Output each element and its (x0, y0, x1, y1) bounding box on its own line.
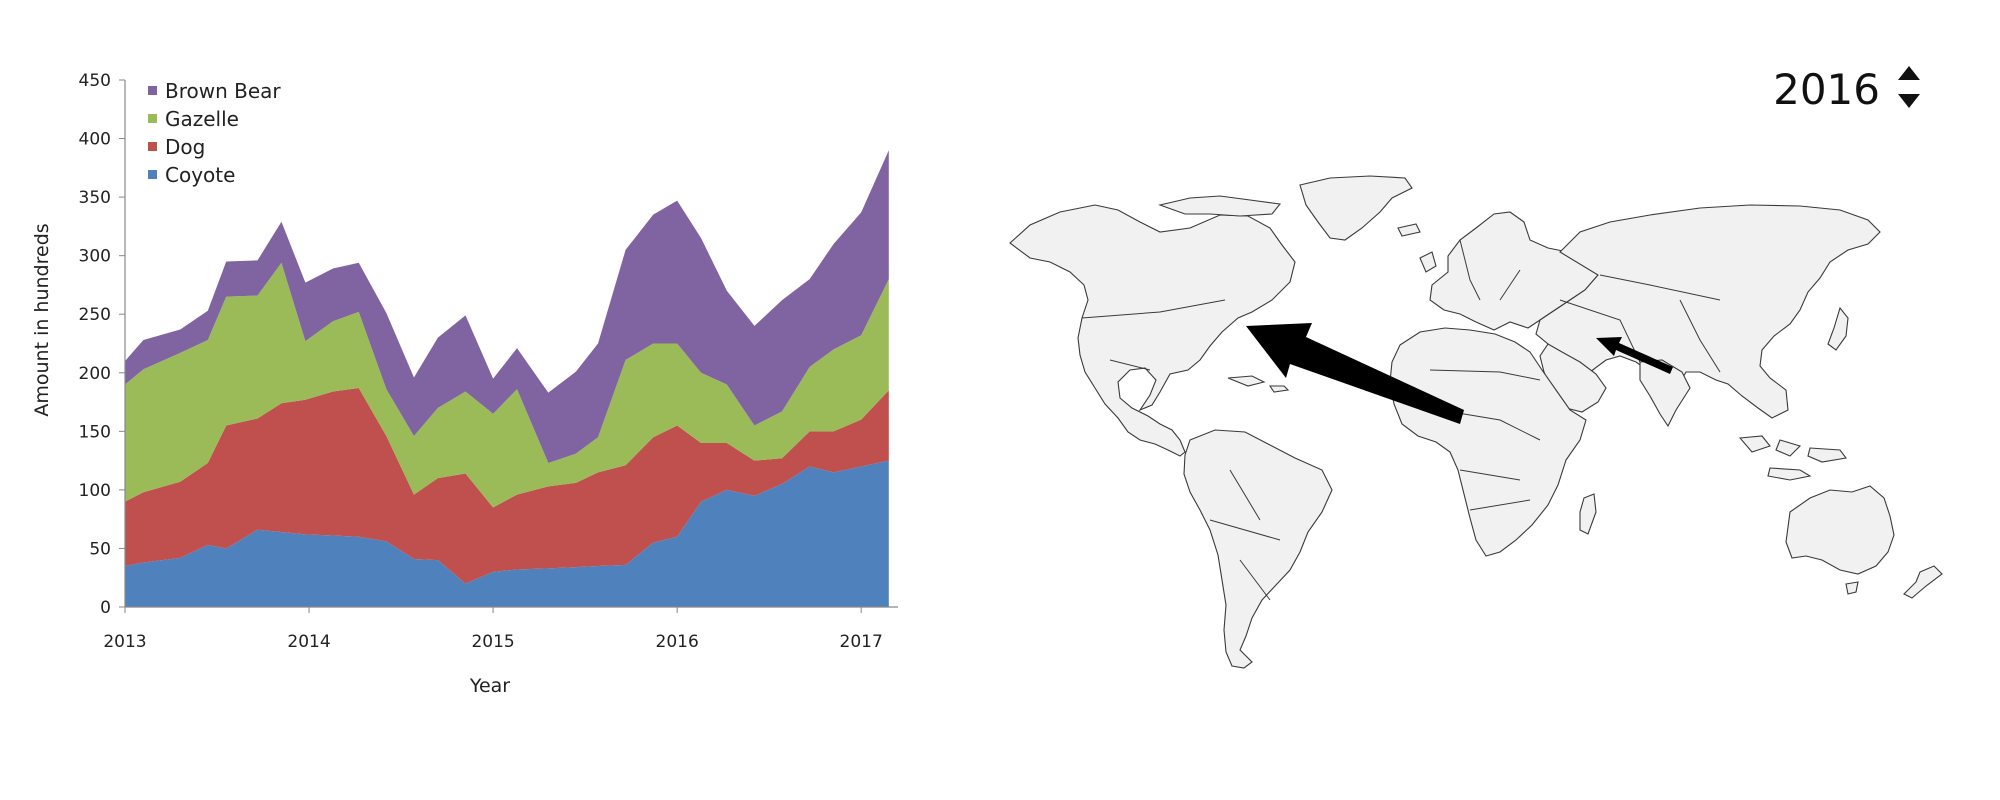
area-series-coyote (125, 460, 889, 607)
legend-swatch (148, 114, 157, 123)
area-series-gazelle (125, 262, 889, 508)
y-tick-label: 250 (79, 305, 111, 325)
y-axis-label: Amount in hundreds (31, 223, 53, 416)
x-tick-label: 2013 (103, 632, 146, 652)
y-tick-label: 50 (89, 539, 111, 559)
x-axis-ticks: 2013 2014 2015 2016 2017 (103, 607, 883, 652)
world-map (1009, 175, 1943, 669)
map-australia (1785, 485, 1895, 575)
y-tick-label: 100 (79, 481, 111, 501)
legend-label: Dog (165, 135, 205, 159)
legend-label: Coyote (165, 163, 235, 187)
x-tick-label: 2015 (471, 632, 514, 652)
map-sea-islands (1738, 435, 1847, 481)
y-tick-label: 200 (79, 364, 111, 384)
map-india (1639, 359, 1691, 428)
legend-swatch (148, 142, 157, 151)
legend-swatch (148, 170, 157, 179)
year-selector[interactable]: 2016 (1773, 65, 1920, 114)
x-tick-label: 2014 (287, 632, 330, 652)
y-tick-label: 350 (79, 188, 111, 208)
area-series-group (125, 150, 889, 607)
map-uk-iceland (1397, 223, 1437, 273)
year-readout: 2016 (1773, 65, 1880, 114)
area-series-dog (125, 388, 889, 584)
map-japan (1827, 306, 1849, 351)
x-tick-label: 2016 (656, 632, 699, 652)
map-south-america (1183, 429, 1333, 669)
map-internal-borders (1081, 239, 1721, 601)
y-tick-label: 0 (100, 598, 111, 618)
area-series-brown-bear (125, 150, 889, 463)
map-greenland (1299, 175, 1413, 241)
map-arctic-islands (1158, 195, 1282, 217)
legend-swatch (148, 86, 157, 95)
y-tick-label: 150 (79, 422, 111, 442)
x-axis-label: Year (469, 675, 510, 697)
x-tick-label: 2017 (840, 632, 883, 652)
y-tick-label: 300 (79, 247, 111, 267)
y-tick-label: 450 (79, 71, 111, 91)
legend-label: Gazelle (165, 107, 239, 131)
legend-label: Brown Bear (165, 79, 281, 103)
stacked-area-chart: 0 50 100 150 200 250 300 350 400 450 2013 2014 2015… (31, 71, 898, 697)
y-tick-label: 400 (79, 130, 111, 150)
triangle-up-icon[interactable] (1898, 66, 1920, 80)
map-new-zealand (1845, 565, 1943, 599)
map-madagascar (1579, 493, 1597, 535)
y-axis-ticks: 0 50 100 150 200 250 300 350 400 450 (79, 71, 125, 618)
triangle-down-icon[interactable] (1898, 94, 1920, 108)
map-caribbean (1227, 375, 1290, 393)
legend: Brown Bear Gazelle Dog Coyote (148, 79, 281, 187)
migration-arrow-small (1596, 337, 1673, 374)
migration-arrow-large (1246, 323, 1464, 424)
map-africa (1389, 327, 1587, 557)
